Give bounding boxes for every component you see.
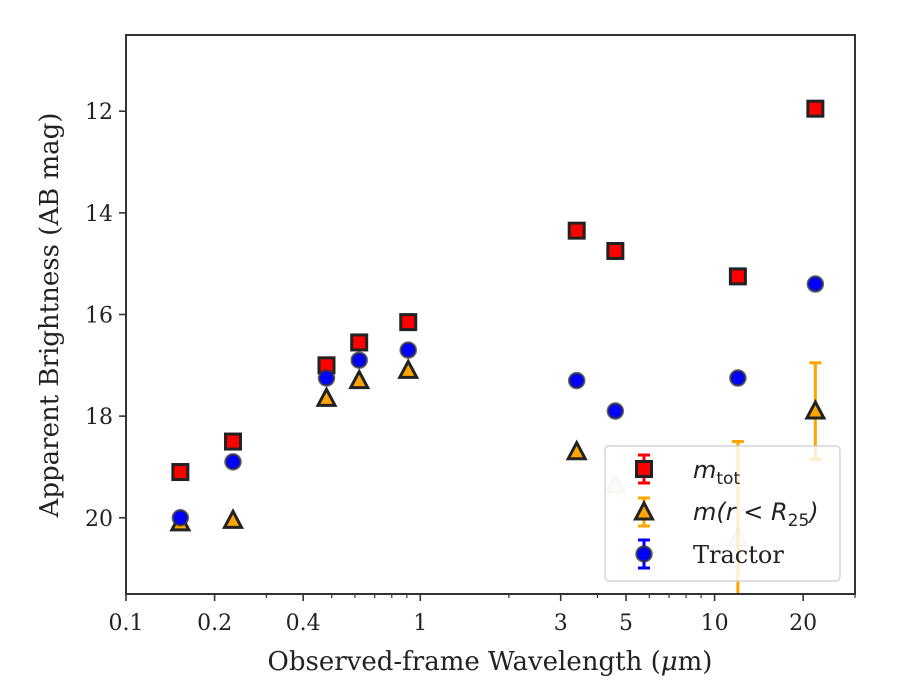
point-mr25 [397,358,420,379]
legend-markers [633,453,655,570]
plot-frame [125,34,856,595]
point-mr25 [804,398,827,420]
point-mtot [224,432,243,451]
x-tick-label: 10 [701,611,729,636]
point-tractor [171,509,190,527]
y-tick-label: 18 [85,405,113,430]
point-mr25 [315,386,338,407]
point-mr25 [222,508,245,529]
point-tractor [350,351,368,369]
point-tractor [399,341,417,359]
point-mr25 [565,439,588,461]
x-axis-label: Observed-frame Wavelength (μm) [268,647,713,677]
x-tick-label: 0.2 [197,611,232,636]
x-tick-label: 0.1 [109,611,144,636]
point-tractor [224,453,242,471]
x-tick-label: 3 [554,611,568,636]
legend-marker-mr25 [633,499,655,521]
axis-ticks: 0.1 0.2 0.4 1 3 5 10 20 12 14 16 18 20 [85,100,856,636]
legend-box [604,445,841,582]
point-mtot [606,241,625,260]
legend-label-mtot: mtot [693,456,740,489]
legend-label-mr25: m(r < R25) [693,498,819,531]
y-tick-label: 20 [85,507,113,532]
y-tick-label: 16 [85,304,113,329]
point-tractor [806,275,825,293]
legend-label-tractor: Tractor [693,541,784,569]
point-mtot [806,99,825,118]
point-mtot [728,267,747,286]
y-axis-label: Apparent Brightness (AB mag) [35,113,65,519]
point-tractor [606,402,625,420]
y-tick-label: 12 [85,100,113,125]
point-tractor [729,369,747,387]
x-tick-label: 1 [413,611,427,636]
point-mr25 [348,368,371,390]
legend-marker-tractor [635,545,653,563]
point-tractor [567,371,586,390]
legend-marker-mtot [635,460,653,478]
y-tick-label: 14 [85,202,113,227]
point-mtot [350,333,369,352]
x-tick-label: 5 [619,611,633,636]
x-tick-label: 0.4 [286,611,321,636]
point-mtot [567,221,586,240]
legend: mtot m(r < R25) Tractor [604,445,841,582]
x-tick-label: 20 [789,611,817,636]
point-tractor [317,369,336,387]
point-mtot [399,313,418,332]
point-mtot [171,463,190,482]
